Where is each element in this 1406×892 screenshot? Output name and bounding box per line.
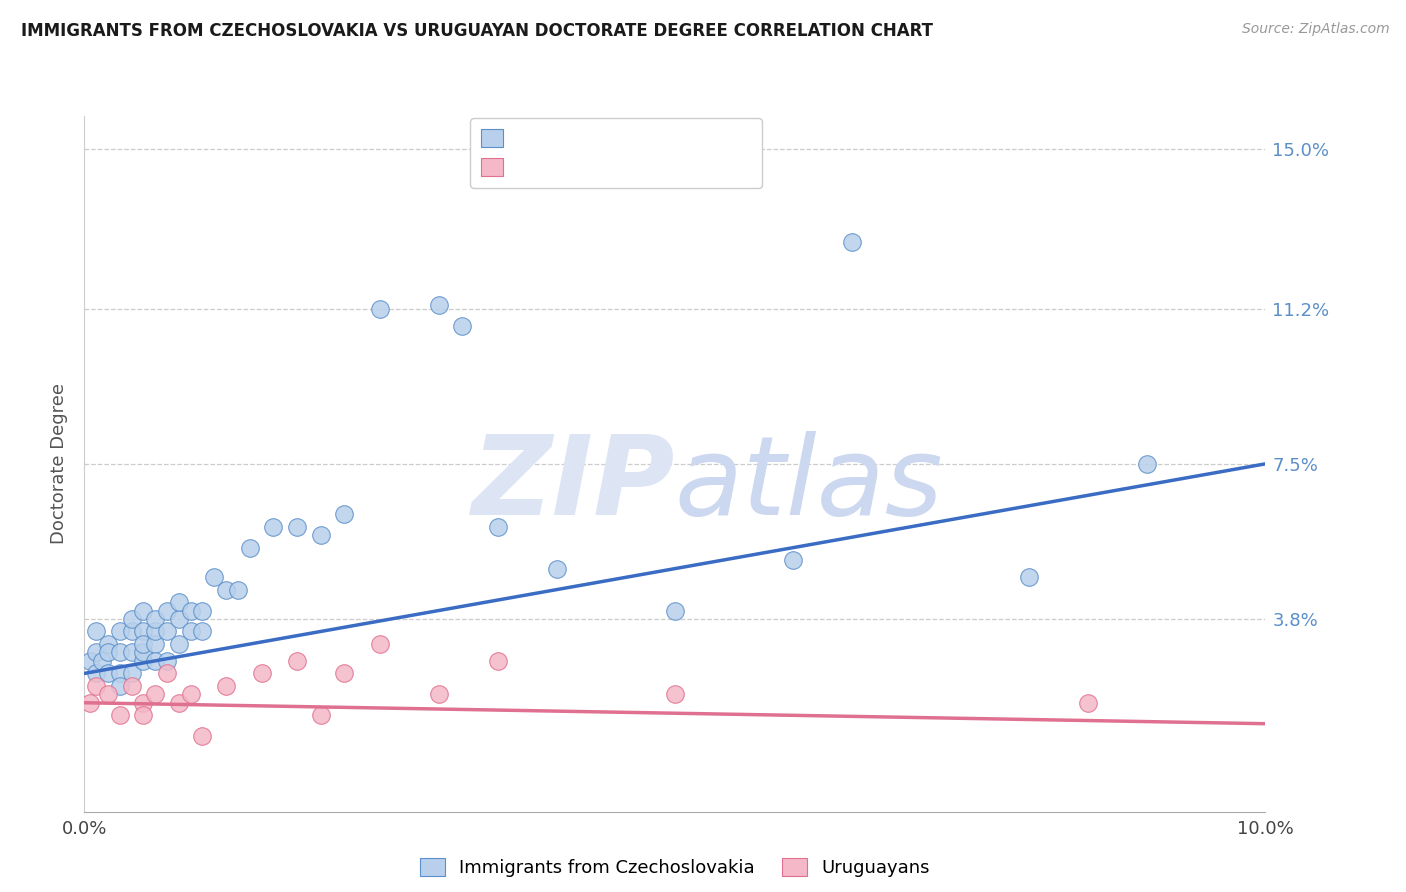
Point	[97, 645, 120, 659]
Point	[191, 603, 214, 617]
Point	[664, 603, 686, 617]
Point	[108, 645, 131, 659]
Point	[180, 603, 202, 617]
Point	[156, 666, 179, 681]
Point	[91, 654, 114, 668]
Point	[132, 645, 155, 659]
Point	[143, 624, 166, 639]
Point	[108, 666, 131, 681]
Point	[368, 637, 391, 651]
Point	[191, 624, 214, 639]
Point	[132, 603, 155, 617]
Point	[156, 654, 179, 668]
Point	[97, 666, 120, 681]
Point	[132, 637, 155, 651]
Point	[1077, 696, 1099, 710]
Point	[108, 708, 131, 723]
Point	[262, 519, 284, 533]
Point	[143, 612, 166, 626]
Point	[79, 654, 101, 668]
Point	[121, 645, 143, 659]
Text: R =: R =	[479, 132, 519, 150]
Point	[841, 235, 863, 249]
Point	[226, 582, 249, 597]
Point	[121, 612, 143, 626]
Point	[285, 654, 308, 668]
Point	[132, 654, 155, 668]
Legend: Immigrants from Czechoslovakia, Uruguayans: Immigrants from Czechoslovakia, Uruguaya…	[411, 849, 939, 886]
Point	[132, 708, 155, 723]
Text: -0.205: -0.205	[523, 161, 582, 179]
Text: IMMIGRANTS FROM CZECHOSLOVAKIA VS URUGUAYAN DOCTORATE DEGREE CORRELATION CHART: IMMIGRANTS FROM CZECHOSLOVAKIA VS URUGUA…	[21, 22, 934, 40]
Point	[215, 679, 238, 693]
Point	[121, 679, 143, 693]
Point	[132, 624, 155, 639]
Point	[427, 297, 450, 311]
Text: N =: N =	[576, 132, 617, 150]
Point	[143, 687, 166, 701]
Point	[180, 687, 202, 701]
Point	[84, 666, 107, 681]
Point	[167, 637, 190, 651]
Point	[84, 645, 107, 659]
Point	[546, 561, 568, 575]
Point	[167, 595, 190, 609]
Point	[202, 570, 225, 584]
Point	[108, 624, 131, 639]
Y-axis label: Doctorate Degree: Doctorate Degree	[51, 384, 69, 544]
Point	[782, 553, 804, 567]
Point	[486, 519, 509, 533]
Point	[368, 301, 391, 316]
Point	[333, 666, 356, 681]
Text: R =: R =	[479, 161, 519, 179]
Point	[664, 687, 686, 701]
Point	[132, 696, 155, 710]
Text: 53: 53	[612, 132, 636, 150]
Point	[486, 654, 509, 668]
Point	[239, 541, 262, 555]
Point	[1136, 457, 1159, 471]
Text: N =: N =	[576, 161, 617, 179]
Point	[156, 624, 179, 639]
Point	[143, 654, 166, 668]
Point	[180, 624, 202, 639]
Point	[167, 696, 190, 710]
Point	[143, 637, 166, 651]
Point	[84, 624, 107, 639]
Point	[215, 582, 238, 597]
Point	[333, 507, 356, 521]
Point	[84, 679, 107, 693]
Text: Source: ZipAtlas.com: Source: ZipAtlas.com	[1241, 22, 1389, 37]
Point	[285, 519, 308, 533]
Point	[191, 729, 214, 743]
Text: 22: 22	[612, 161, 636, 179]
Point	[156, 603, 179, 617]
Point	[97, 687, 120, 701]
Text: ZIP: ZIP	[471, 431, 675, 538]
Point	[121, 666, 143, 681]
Point	[1018, 570, 1040, 584]
Point	[108, 679, 131, 693]
Point	[309, 528, 332, 542]
Point	[427, 687, 450, 701]
Point	[451, 318, 474, 333]
Point	[97, 637, 120, 651]
Point	[250, 666, 273, 681]
Point	[79, 696, 101, 710]
Text: atlas: atlas	[675, 431, 943, 538]
Text: 0.313: 0.313	[523, 132, 575, 150]
Point	[167, 612, 190, 626]
Point	[309, 708, 332, 723]
Point	[121, 624, 143, 639]
